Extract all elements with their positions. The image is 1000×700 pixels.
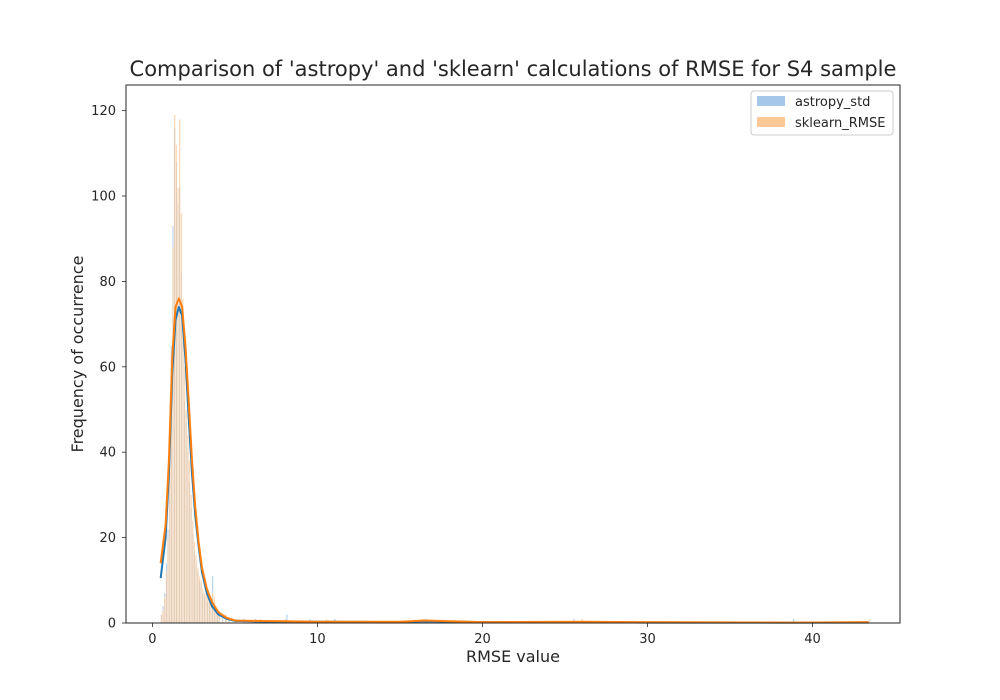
y-tick-label: 0 xyxy=(108,617,116,632)
x-axis-label: RMSE value xyxy=(466,647,560,666)
y-tick-label: 60 xyxy=(99,360,116,375)
kde-line-sklearn_RMSE xyxy=(159,297,869,624)
histogram-bar xyxy=(173,114,176,624)
legend-swatch-astropy xyxy=(757,96,785,106)
chart-title: Comparison of 'astropy' and 'sklearn' ca… xyxy=(130,57,897,81)
y-tick-label: 120 xyxy=(91,104,116,119)
x-tick-label: 10 xyxy=(309,632,326,647)
histogram-bar xyxy=(208,601,211,624)
y-axis-ticks: 0 20 40 60 80 100 120 xyxy=(91,104,126,632)
y-tick-label: 20 xyxy=(99,531,116,546)
kde-curves xyxy=(159,297,869,624)
histogram-bar xyxy=(188,460,191,624)
histogram-bar xyxy=(168,469,171,624)
histogram-bar xyxy=(177,187,179,624)
histogram-bar xyxy=(165,571,168,624)
histogram-bar xyxy=(193,541,196,624)
y-tick-label: 100 xyxy=(91,190,116,205)
histogram-bar xyxy=(205,592,208,624)
x-tick-label: 40 xyxy=(804,632,821,647)
histogram-bar xyxy=(203,592,206,624)
y-tick-label: 40 xyxy=(99,446,116,461)
histogram-bar xyxy=(185,409,188,624)
y-axis-label: Frequency of occurrence xyxy=(68,256,87,453)
histogram-bar xyxy=(201,588,204,624)
plot-background xyxy=(126,85,900,623)
x-tick-label: 0 xyxy=(148,632,156,647)
histogram-bar xyxy=(200,580,203,624)
histogram-bar xyxy=(181,298,184,624)
histogram-bar xyxy=(190,494,193,624)
y-tick-label: 80 xyxy=(99,275,116,290)
histogram-bar xyxy=(160,614,163,624)
legend-box xyxy=(750,90,894,136)
legend: astropy_std sklearn_RMSE xyxy=(750,90,894,136)
histogram-bar xyxy=(195,554,198,624)
legend-swatch-sklearn xyxy=(757,117,785,127)
histogram-bar xyxy=(163,597,166,624)
histogram-bar xyxy=(172,247,175,624)
plot-area xyxy=(125,84,901,624)
histogram-bar xyxy=(175,144,178,624)
legend-label-astropy: astropy_std xyxy=(795,95,870,110)
histogram-bar xyxy=(868,618,871,624)
histogram-bar xyxy=(162,610,165,624)
histogram-bar xyxy=(178,119,181,624)
plot-frame xyxy=(125,84,901,624)
x-tick-label: 20 xyxy=(474,632,491,647)
histogram-bar xyxy=(180,212,183,624)
histogram-bar xyxy=(198,575,201,624)
histogram-bar xyxy=(186,434,189,624)
histogram-bar xyxy=(196,567,199,624)
histogram-bar xyxy=(183,366,186,624)
x-tick-label: 30 xyxy=(639,632,656,647)
x-axis-ticks: 0 10 20 30 40 xyxy=(148,623,821,647)
histogram-bar xyxy=(206,597,209,624)
legend-label-sklearn: sklearn_RMSE xyxy=(795,116,885,131)
histogram-bar xyxy=(167,537,170,624)
histogram-bar xyxy=(191,520,194,624)
